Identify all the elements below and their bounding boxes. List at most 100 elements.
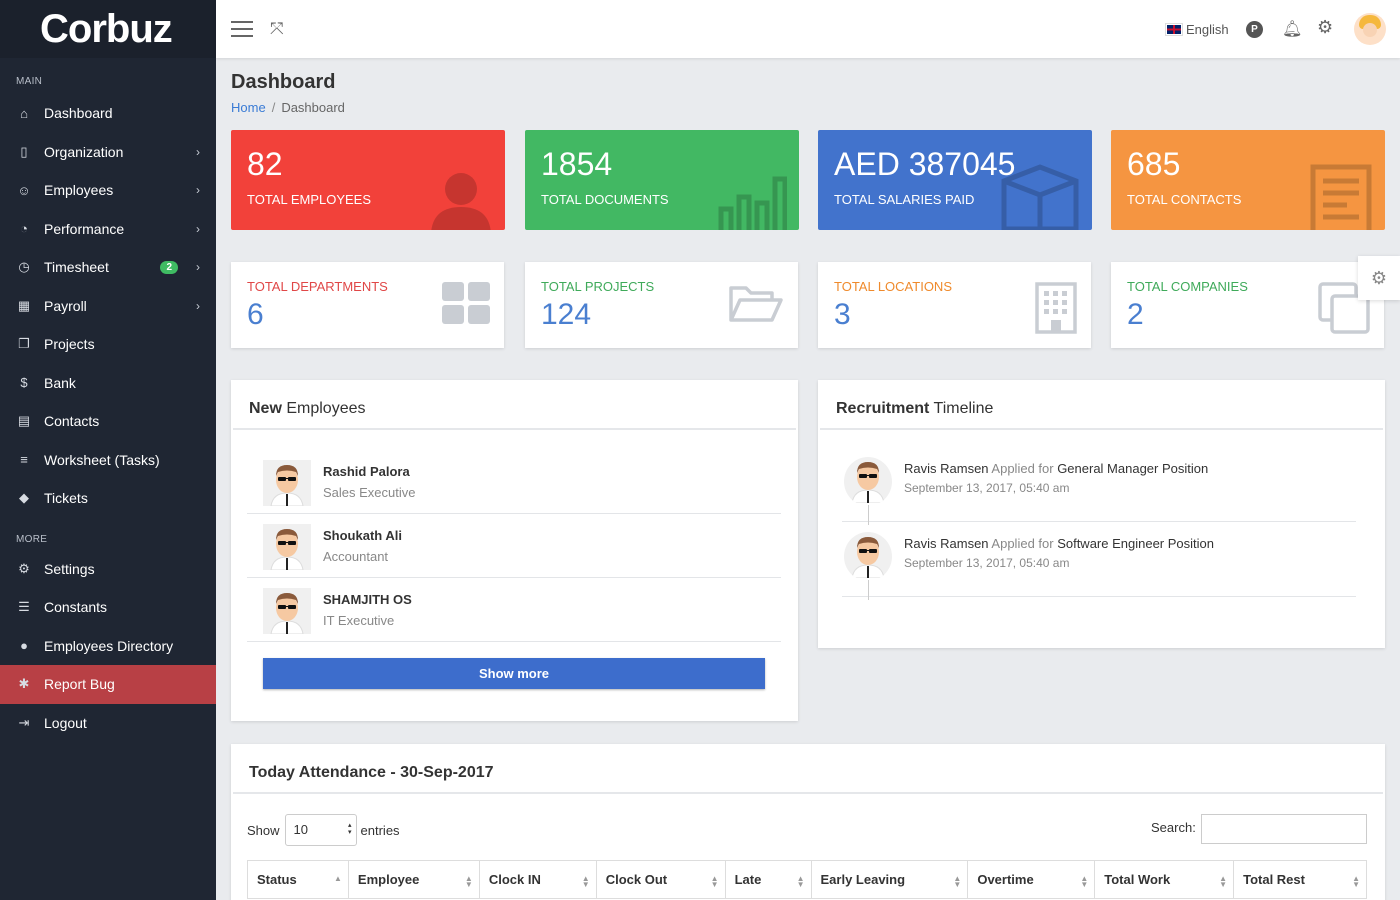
stat-value: 685 bbox=[1127, 146, 1181, 182]
sidebar-item-employees[interactable]: ☺ Employees › bbox=[0, 171, 216, 210]
column-header-employee[interactable]: Employee ▲ ▼ bbox=[347, 860, 480, 899]
sort-icon: ▲ ▼ bbox=[581, 874, 590, 889]
user-icon: ☺ bbox=[17, 182, 31, 198]
sidebar-item-label: Employees Directory bbox=[44, 637, 174, 654]
sidebar-item-contacts[interactable]: ▤ Contacts bbox=[0, 402, 216, 441]
sidebar-item-label: Contacts bbox=[44, 413, 100, 430]
stat-tile-total-salaries-paid[interactable]: AED 387045 TOTAL SALARIES PAID bbox=[818, 130, 1092, 230]
card-label: TOTAL LOCATIONS bbox=[834, 279, 952, 294]
show-label: Show bbox=[247, 822, 280, 838]
breadcrumb-home[interactable]: Home bbox=[231, 100, 266, 115]
column-header-late[interactable]: Late ▲ ▼ bbox=[724, 860, 812, 899]
language-selector[interactable]: English bbox=[1165, 22, 1229, 37]
projects-icon: ❐ bbox=[18, 336, 30, 352]
sidebar-item-tickets[interactable]: ◆ Tickets bbox=[0, 479, 216, 518]
summary-card-total-projects[interactable]: TOTAL PROJECTS 124 bbox=[525, 262, 798, 348]
stat-value: 1854 bbox=[541, 146, 613, 182]
attendance-panel: Today Attendance - 30-Sep-2017 Show 10 e… bbox=[231, 744, 1385, 900]
attendance-table: Status ▲ Employee ▲ ▼ Clock IN ▲ ▼ Clock Out ▲ … bbox=[247, 860, 1367, 899]
sidebar-item-worksheet-tasks[interactable]: ≡ Worksheet (Tasks) bbox=[0, 441, 216, 480]
theme-settings-icon[interactable]: ⚙ bbox=[1358, 256, 1400, 300]
breadcrumb: Home / Dashboard bbox=[231, 100, 345, 115]
user-avatar[interactable] bbox=[1354, 13, 1386, 45]
stat-value: 82 bbox=[247, 146, 283, 182]
summary-card-total-departments[interactable]: TOTAL DEPARTMENTS 6 bbox=[231, 262, 504, 348]
recruitment-title: Recruitment Timeline bbox=[820, 380, 1383, 430]
stat-label: TOTAL EMPLOYEES bbox=[247, 192, 372, 207]
menu-toggle-icon[interactable] bbox=[231, 21, 253, 42]
sort-icon: ▲ ▼ bbox=[796, 874, 805, 889]
timeline-connector bbox=[868, 505, 869, 525]
recruitment-timeline-panel: Recruitment Timeline Ravis Ramsen Applie… bbox=[818, 380, 1385, 648]
sidebar-item-bank[interactable]: $ Bank bbox=[0, 364, 216, 403]
summary-card-total-locations[interactable]: TOTAL LOCATIONS 3 bbox=[818, 262, 1091, 348]
sidebar-item-payroll[interactable]: ▦ Payroll › bbox=[0, 287, 216, 326]
column-header-overtime[interactable]: Overtime ▲ ▼ bbox=[967, 860, 1096, 899]
avatar bbox=[844, 457, 892, 506]
id-card-icon: ▤ bbox=[17, 413, 31, 429]
bug-icon: ✱ bbox=[18, 676, 30, 692]
applicant-name: Ravis Ramsen bbox=[904, 461, 989, 476]
sidebar-item-logout[interactable]: ⇥ Logout bbox=[0, 704, 216, 743]
summary-card-total-companies[interactable]: TOTAL COMPANIES 2 bbox=[1111, 262, 1384, 348]
column-header-status[interactable]: Status ▲ bbox=[247, 860, 349, 899]
p-icon[interactable]: P bbox=[1246, 21, 1263, 38]
sidebar-item-settings[interactable]: ⚙ Settings bbox=[0, 550, 216, 589]
clock-icon: ◷ bbox=[18, 259, 30, 275]
sidebar-item-performance[interactable]: ◔ Performance › bbox=[0, 210, 216, 249]
avatar bbox=[263, 460, 311, 509]
timeline-date: September 13, 2017, 05:40 am bbox=[904, 481, 1070, 495]
uk-flag-icon bbox=[1165, 23, 1183, 36]
fullscreen-icon[interactable]: ⤧ bbox=[270, 19, 284, 38]
gear-icon[interactable]: ⚙ bbox=[1317, 17, 1334, 37]
column-header-total-work[interactable]: Total Work ▲ ▼ bbox=[1094, 860, 1235, 899]
timeline-date: September 13, 2017, 05:40 am bbox=[904, 556, 1070, 570]
stat-tile-total-contacts[interactable]: 685 TOTAL CONTACTS bbox=[1111, 130, 1385, 230]
position-name: Software Engineer bbox=[1057, 536, 1165, 551]
search-label: Search: bbox=[1151, 820, 1196, 835]
sidebar-section-more: MORE bbox=[16, 533, 48, 545]
sidebar-item-timesheet[interactable]: ◷ Timesheet 2 › bbox=[0, 248, 216, 287]
chevron-right-icon: › bbox=[196, 144, 200, 159]
search-input[interactable] bbox=[1201, 814, 1367, 844]
column-header-clock-out[interactable]: Clock Out ▲ ▼ bbox=[595, 860, 726, 899]
sidebar-item-dashboard[interactable]: ⌂ Dashboard bbox=[0, 94, 216, 133]
sidebar-item-constants[interactable]: ☰ Constants bbox=[0, 588, 216, 627]
main-nav: ⌂ Dashboard ▯ Organization › ☺ Employees › ◔ Perf… bbox=[0, 94, 216, 518]
stat-label: TOTAL DOCUMENTS bbox=[541, 192, 669, 207]
app-logo[interactable]: Corbuz bbox=[0, 0, 216, 58]
sidebar-item-label: Organization bbox=[44, 143, 124, 160]
sort-icon: ▲ bbox=[334, 874, 342, 883]
folder-open-icon bbox=[728, 282, 784, 327]
sidebar-item-organization[interactable]: ▯ Organization › bbox=[0, 133, 216, 172]
sidebar-item-label: Worksheet (Tasks) bbox=[44, 451, 160, 468]
show-more-button[interactable]: Show more bbox=[263, 658, 765, 689]
column-header-clock-in[interactable]: Clock IN ▲ ▼ bbox=[478, 860, 597, 899]
page-title: Dashboard bbox=[231, 71, 336, 93]
list-item[interactable]: Shoukath Ali Accountant bbox=[247, 514, 781, 578]
list-item[interactable]: Rashid Palora Sales Executive bbox=[247, 450, 781, 514]
sidebar-item-employees-directory[interactable]: ● Employees Directory bbox=[0, 627, 216, 666]
card-value: 124 bbox=[541, 298, 592, 331]
list-item[interactable]: SHAMJITH OS IT Executive bbox=[247, 578, 781, 642]
sidebar-item-report-bug[interactable]: ✱ Report Bug bbox=[0, 665, 216, 704]
language-label: English bbox=[1186, 22, 1229, 37]
sort-icon: ▲ ▼ bbox=[1080, 874, 1089, 889]
stat-tile-total-employees[interactable]: 82 TOTAL EMPLOYEES bbox=[231, 130, 505, 230]
employee-name: Rashid Palora bbox=[323, 464, 410, 479]
bell-icon[interactable]: 🔔︎ bbox=[1282, 21, 1303, 38]
employee-name: Shoukath Ali bbox=[323, 528, 402, 543]
position-suffix: Position bbox=[1164, 536, 1215, 551]
sidebar-item-projects[interactable]: ❐ Projects bbox=[0, 325, 216, 364]
logout-icon: ⇥ bbox=[18, 714, 30, 730]
stat-tile-total-documents[interactable]: 1854 TOTAL DOCUMENTS bbox=[525, 130, 799, 230]
chevron-right-icon: › bbox=[196, 298, 200, 313]
entries-select[interactable]: 10 bbox=[284, 814, 357, 846]
new-employees-title: New Employees bbox=[233, 380, 796, 430]
sidebar-item-label: Payroll bbox=[44, 297, 87, 314]
box-icon bbox=[1000, 163, 1080, 230]
table-header-row: Status ▲ Employee ▲ ▼ Clock IN ▲ ▼ Clock Out ▲ … bbox=[247, 860, 1367, 899]
avatar bbox=[263, 524, 311, 573]
column-header-total-rest[interactable]: Total Rest ▲ ▼ bbox=[1233, 860, 1367, 899]
column-header-early-leaving[interactable]: Early Leaving ▲ ▼ bbox=[810, 860, 969, 899]
